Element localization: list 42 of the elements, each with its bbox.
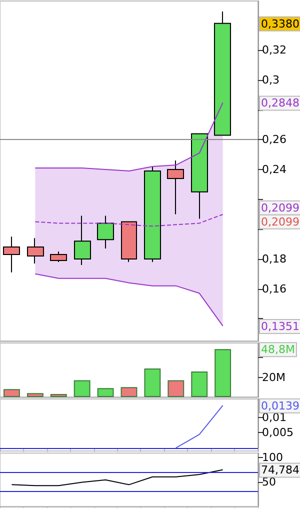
annotation: 48,8M — [261, 343, 295, 356]
y-tick-label: 0,01 — [262, 410, 286, 424]
y-tick-label: 0,16 — [262, 282, 286, 296]
y-tick-label: 0,18 — [262, 252, 286, 266]
y-tick-label: 100 — [262, 451, 283, 464]
bar — [214, 349, 232, 397]
candlestick — [74, 215, 91, 266]
candlestick — [191, 133, 208, 220]
annotation: 0,0139 — [261, 399, 300, 412]
annotation: 0,3380 — [261, 17, 300, 30]
y-tick-label: 0,3 — [262, 74, 280, 87]
line-series — [34, 273, 224, 326]
bar — [168, 380, 184, 397]
candlestick — [121, 221, 137, 262]
bar — [97, 388, 114, 397]
y-tick-label: 20M — [262, 370, 286, 384]
line-series — [34, 214, 224, 227]
y-tick-label: 0,005 — [262, 426, 294, 440]
candlestick — [97, 215, 114, 250]
candlestick — [3, 236, 20, 273]
line-series — [34, 102, 224, 172]
annotation: 74,784 — [261, 464, 300, 477]
candlestick — [167, 160, 184, 215]
bar — [26, 393, 44, 397]
annotation: 0,1351 — [261, 320, 300, 333]
text: 0,2099 — [261, 215, 300, 228]
bar — [144, 368, 161, 397]
y-tick-label: 0,26 — [262, 133, 286, 146]
text: 0,2099 — [261, 201, 300, 214]
bar — [4, 389, 20, 397]
bar — [74, 380, 90, 397]
candlestick — [50, 251, 67, 262]
bar — [120, 387, 138, 397]
annotation: 0,2848 — [261, 96, 300, 110]
line-series — [11, 469, 224, 486]
bar — [191, 371, 208, 397]
candlestick — [144, 166, 161, 262]
y-tick-label: 0,32 — [262, 44, 286, 57]
candlestick — [214, 10, 231, 136]
candlestick — [27, 238, 44, 264]
y-tick-label: 0,24 — [262, 163, 286, 176]
y-tick-label: 50 — [262, 475, 276, 488]
